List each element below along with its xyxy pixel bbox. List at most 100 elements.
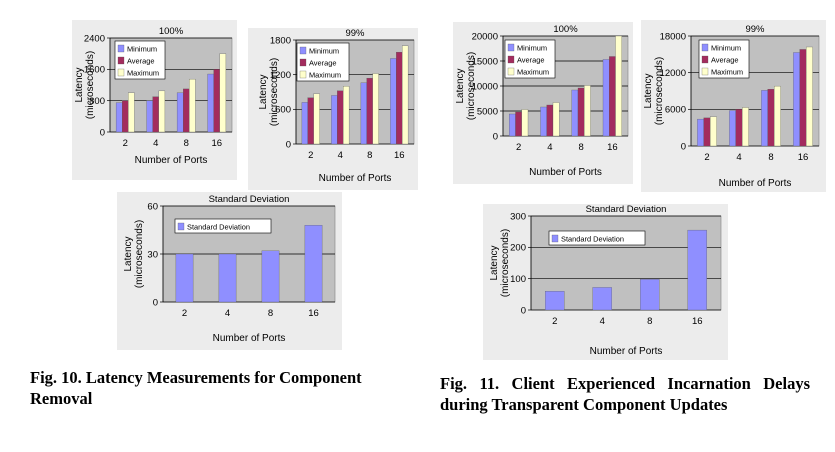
legend-label-standard-deviation: Standard Deviation xyxy=(187,223,250,232)
x-tick-label: 8 xyxy=(647,316,652,327)
y-tick-label: 800 xyxy=(89,96,105,107)
bar-maximum-8 xyxy=(372,73,379,145)
x-tick-label: 4 xyxy=(225,308,230,319)
bar-average-4 xyxy=(152,96,159,133)
y-tick-label: 0 xyxy=(493,131,498,142)
bar-maximum-2 xyxy=(710,116,717,147)
bar-maximum-16 xyxy=(806,46,813,147)
x-tick-label: 8 xyxy=(184,138,189,149)
legend-label-maximum: Maximum xyxy=(127,69,159,78)
legend-label-minimum: Minimum xyxy=(309,47,339,56)
y-tick-label: 0 xyxy=(286,139,291,150)
bar-minimum-16 xyxy=(602,59,610,137)
x-tick-label: 4 xyxy=(153,138,158,149)
y-tick-label: 2400 xyxy=(84,33,105,44)
legend-label-standard-deviation: Standard Deviation xyxy=(561,235,624,244)
legend-swatch-standard-deviation xyxy=(177,222,185,231)
bar-standard-deviation-16 xyxy=(304,225,323,303)
bar-maximum-4 xyxy=(742,107,749,147)
legend-swatch-minimum xyxy=(507,43,515,52)
y-tick-label: 5000 xyxy=(477,106,498,117)
bar-minimum-4 xyxy=(331,95,338,145)
bar-minimum-4 xyxy=(540,106,547,137)
legend-swatch-maximum xyxy=(507,67,515,76)
bar-maximum-8 xyxy=(774,85,781,147)
bar-minimum-2 xyxy=(509,113,516,137)
bar-maximum-4 xyxy=(552,102,560,137)
y-tick-label: 0 xyxy=(521,305,526,316)
legend-swatch-maximum xyxy=(701,67,709,76)
bar-average-8 xyxy=(767,89,775,147)
bar-standard-deviation-4 xyxy=(592,287,612,311)
y-tick-label: 18000 xyxy=(660,31,686,42)
legend-swatch-maximum xyxy=(117,68,125,77)
bar-minimum-4 xyxy=(729,110,736,147)
bar-average-2 xyxy=(515,111,522,137)
chart-title: 99% xyxy=(745,24,765,35)
bar-maximum-8 xyxy=(584,85,591,137)
bar-minimum-16 xyxy=(390,58,397,145)
legend-label-maximum: Maximum xyxy=(517,68,549,77)
bar-minimum-8 xyxy=(176,92,184,133)
bar-maximum-8 xyxy=(189,78,196,133)
chart-fig10-standard-deviation: Standard Deviation 0 30 60 2 4 8 16 Standard Dev… xyxy=(117,192,342,350)
y-tick-label: 0 xyxy=(100,127,105,138)
chart-title: 100% xyxy=(159,26,184,37)
figure-10-caption: Fig. 10. Latency Measurements for Compon… xyxy=(30,368,362,408)
bar-average-16 xyxy=(609,56,616,137)
bar-minimum-2 xyxy=(115,102,123,133)
y-tick-label: 1600 xyxy=(84,65,105,76)
legend-label-minimum: Minimum xyxy=(517,44,547,53)
x-tick-label: 2 xyxy=(552,316,557,327)
bar-maximum-2 xyxy=(128,92,135,133)
bar-standard-deviation-2 xyxy=(545,291,565,311)
x-tick-label: 8 xyxy=(768,152,773,163)
chart-fig11-100-percent: 100% 0 5000 10000 15000 20000 2 4 8 16 Minimum Aver… xyxy=(453,22,633,184)
x-tick-label: 4 xyxy=(736,152,741,163)
bar-standard-deviation-16 xyxy=(687,229,707,311)
bar-maximum-4 xyxy=(158,90,166,133)
y-tick-label: 0 xyxy=(153,297,158,308)
x-tick-label: 8 xyxy=(578,142,583,153)
legend-swatch-minimum xyxy=(701,43,709,52)
legend-label-average: Average xyxy=(309,59,336,68)
y-axis-label: Latency xyxy=(123,236,134,271)
legend-label-minimum: Minimum xyxy=(711,44,741,53)
legend-label-average: Average xyxy=(127,57,154,66)
x-tick-label: 2 xyxy=(704,152,709,163)
legend-swatch-minimum xyxy=(299,46,307,55)
legend-label-maximum: Maximum xyxy=(309,71,341,80)
x-tick-label: 16 xyxy=(692,316,703,327)
bar-average-2 xyxy=(703,117,711,147)
legend-swatch-average xyxy=(299,58,307,67)
legend-label-maximum: Maximum xyxy=(711,68,743,77)
bar-average-4 xyxy=(337,90,344,145)
legend-label-average: Average xyxy=(517,56,544,65)
bar-maximum-16 xyxy=(219,53,227,133)
bar-standard-deviation-8 xyxy=(261,250,280,303)
x-tick-label: 4 xyxy=(547,142,552,153)
bar-average-16 xyxy=(799,49,807,147)
bar-average-2 xyxy=(307,97,314,145)
x-tick-label: 16 xyxy=(798,152,809,163)
x-axis-label: Number of Ports xyxy=(719,178,792,189)
legend-label-minimum: Minimum xyxy=(127,45,157,54)
y-tick-label: 1200 xyxy=(270,70,291,81)
y-tick-label: 20000 xyxy=(472,31,498,42)
bar-minimum-4 xyxy=(146,100,153,133)
legend-swatch-standard-deviation xyxy=(551,234,559,243)
legend-swatch-maximum xyxy=(299,70,307,79)
y-tick-label: 6000 xyxy=(665,105,686,116)
x-axis-label: Number of Ports xyxy=(135,155,208,166)
bar-average-8 xyxy=(183,88,190,133)
x-tick-label: 16 xyxy=(607,142,618,153)
y-tick-label: 200 xyxy=(510,243,526,254)
y-axis-label: (microseconds) xyxy=(466,52,477,120)
y-axis-label: Latency xyxy=(455,68,466,103)
legend-box xyxy=(174,218,272,234)
y-tick-label: 600 xyxy=(275,105,291,116)
y-tick-label: 12000 xyxy=(660,68,686,79)
y-tick-label: 60 xyxy=(147,201,158,212)
chart-fig10-99-percent: 99% 0 600 1200 1800 2 4 8 16 Minimum Average Maximu… xyxy=(248,28,418,190)
y-tick-label: 0 xyxy=(681,141,686,152)
